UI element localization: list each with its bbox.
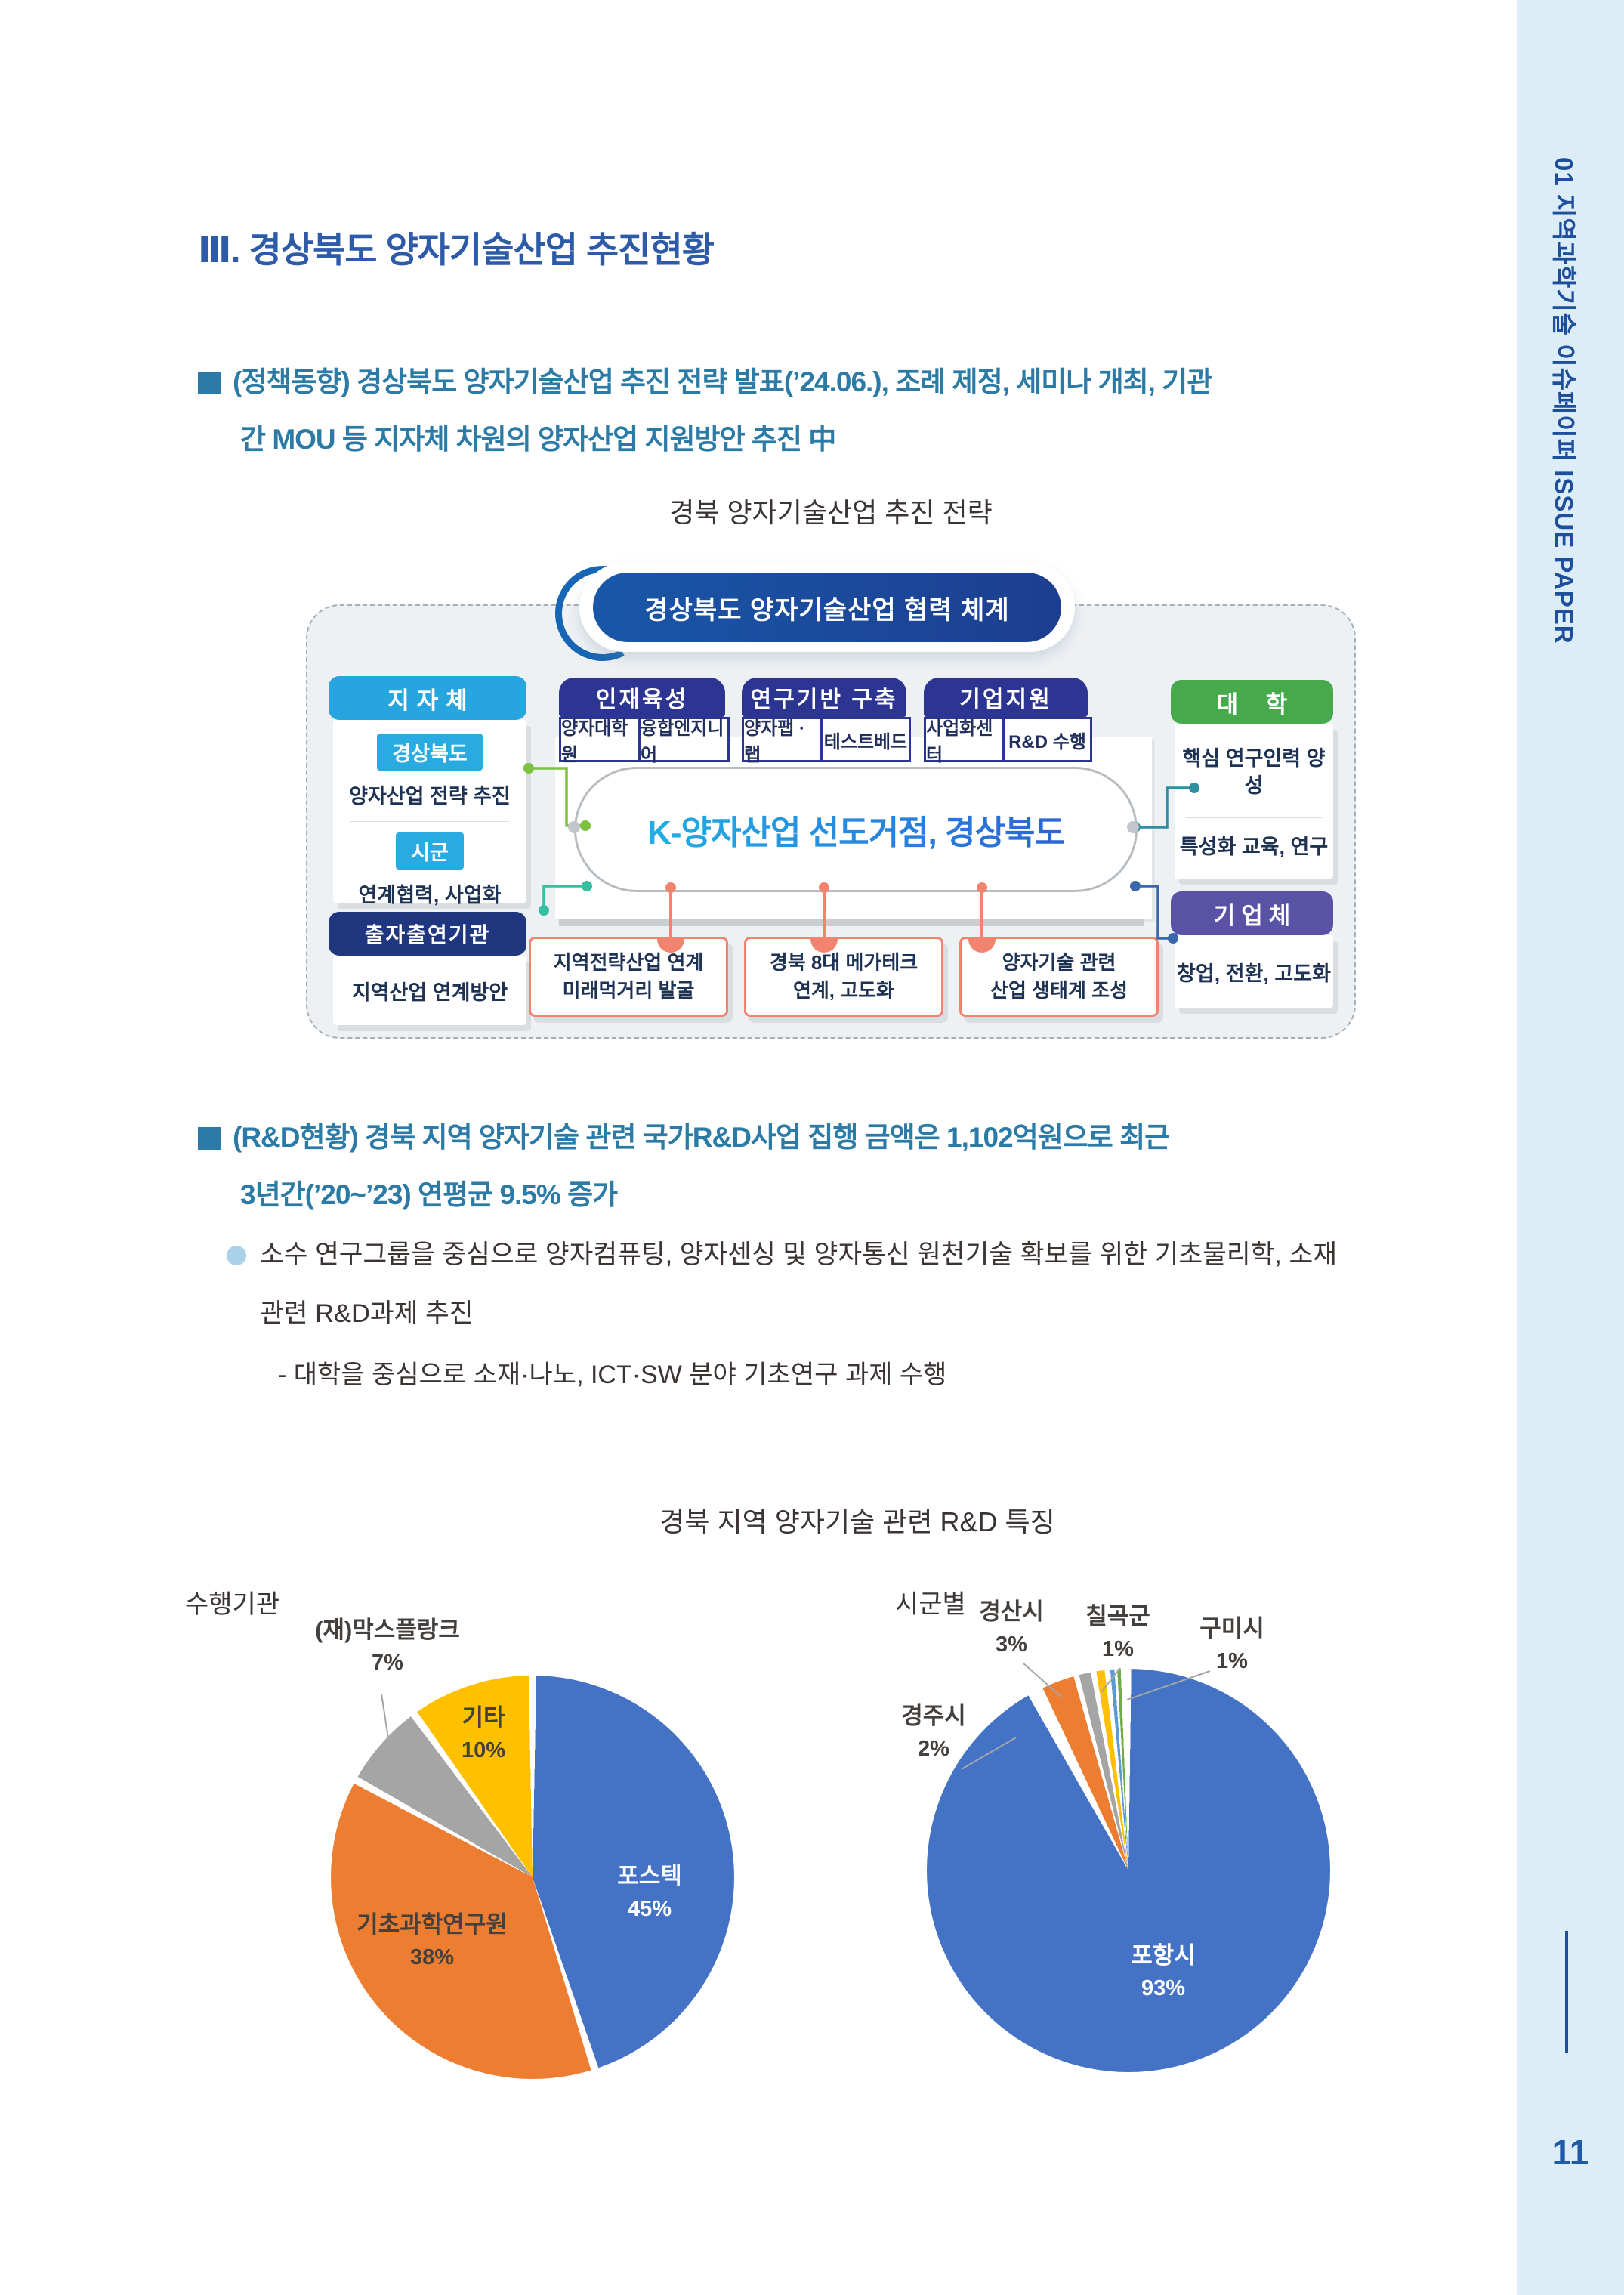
sub-bullet-text: 소수 연구그룹을 중심으로 양자컴퓨팅, 양자센싱 및 양자통신 원천기술 확보… xyxy=(260,1225,1337,1343)
page-number: 11 xyxy=(1551,2133,1589,2172)
pie-performers: (재)막스플랑크 7% 기타 10% 포스텍 45% 기초과학연구원 38% xyxy=(174,1586,778,2115)
bullet-square-icon xyxy=(198,372,221,394)
pie-label-pohang: 포항시 93% xyxy=(1131,1942,1196,2000)
sidebar-divider-line xyxy=(1565,1931,1568,2053)
local-gov-header: 지자체 xyxy=(329,676,526,720)
pie-label-gyeongju: 경주시 2% xyxy=(901,1703,966,1761)
figure1-caption: 경북 양자기술산업 추진 전략 xyxy=(669,497,993,528)
pillar-research-item2: 테스트베드 xyxy=(820,717,911,762)
sub-bullet: 소수 연구그룹을 중심으로 양자컴퓨팅, 양자센싱 및 양자통신 원천기술 확보… xyxy=(227,1225,1337,1343)
diagram-banner: 경상북도 양자기술산업 협력 체계 xyxy=(593,573,1061,642)
pie-label-chilgok: 칠곡군 1% xyxy=(1085,1603,1150,1661)
sub-bullet-line2: 관련 R&D과제 추진 xyxy=(260,1299,474,1328)
chip-gyeongbuk: 경상북도 xyxy=(377,734,483,771)
pillar-talent-item2: 융합엔지니어 xyxy=(638,717,730,765)
pie-label-gyeongsan: 경산시 3% xyxy=(979,1598,1044,1657)
bullet-rnd-line1: (R&D현황) 경북 지역 양자기술 관련 국가R&D사업 집행 금액은 1,1… xyxy=(233,1122,1170,1153)
pillar-company-header: 기업지원 xyxy=(924,678,1088,717)
bottom-box-2-line2: 연계, 고도화 xyxy=(792,979,895,1002)
pie-label-etc: 기타 10% xyxy=(461,1704,506,1762)
bullet-policy-text: (정책동향) 경상북도 양자기술산업 추진 전략 발표(’24.06.), 조례… xyxy=(233,354,1212,468)
pillar-talent-item1: 양자대학원 xyxy=(559,717,645,765)
pie-label-maxplanck: (재)막스플랑크 7% xyxy=(315,1617,460,1675)
pillar-company-item1: 사업화센터 xyxy=(924,717,1009,765)
bottom-box-3-line1: 양자기술 관련 xyxy=(1002,951,1116,974)
local-gov-desc2: 연계협력, 사업화 xyxy=(358,884,502,907)
company-header: 기업체 xyxy=(1171,891,1333,935)
bottom-box-2-line1: 경북 8대 메가테크 xyxy=(769,951,919,974)
pie1-group-label: 수행기관 xyxy=(185,1590,280,1619)
strategy-diagram: 경상북도 양자기술산업 협력 체계 지자체 경상북도 양자산업 전략 추진 시군… xyxy=(306,553,1356,1039)
bottom-box-2: 경북 8대 메가테크 연계, 고도화 xyxy=(744,937,943,1017)
figure2-caption: 경북 지역 양자기술 관련 R&D 특징 xyxy=(659,1506,1055,1537)
pie-performers-chart xyxy=(331,1676,734,2079)
bullet-policy-line2: 간 MOU 등 지자체 차원의 양자산업 지원방안 추진 中 xyxy=(240,424,836,455)
bottom-box-1-line2: 미래먹거리 발굴 xyxy=(562,979,695,1002)
bullet-rnd-text: (R&D현황) 경북 지역 양자기술 관련 국가R&D사업 집행 금액은 1,1… xyxy=(233,1109,1170,1224)
bottom-box-3-line2: 산업 생태계 조성 xyxy=(990,979,1128,1002)
university-item2: 특성화 교육, 연구 xyxy=(1179,836,1329,858)
pie-regions-chart xyxy=(927,1669,1330,2072)
bottom-box-1: 지역전략산업 연계 미래먹거리 발굴 xyxy=(529,937,728,1017)
bottom-box-1-line1: 지역전략산업 연계 xyxy=(553,951,704,974)
center-oval: K-양자산업 선도거점, 경상북도 xyxy=(574,767,1138,892)
pie-label-ibs: 기초과학연구원 38% xyxy=(357,1911,508,1969)
panel-divider xyxy=(350,821,509,822)
pillar-research-item1: 양자팹 · 랩 xyxy=(742,717,827,765)
section-title: Ⅲ. 경상북도 양자기술산업 추진현황 xyxy=(198,230,715,270)
bullet-rnd-line2: 3년간(’20~’23) 연평균 9.5% 증가 xyxy=(240,1179,618,1210)
funded-org-desc: 지역산업 연계방안 xyxy=(333,956,526,1025)
funded-org-header: 출자출연기관 xyxy=(329,912,526,956)
pie-label-postech: 포스텍 45% xyxy=(617,1863,682,1921)
sub-bullet-line1: 소수 연구그룹을 중심으로 양자컴퓨팅, 양자센싱 및 양자통신 원천기술 확보… xyxy=(260,1240,1337,1269)
chip-sigun: 시군 xyxy=(396,832,464,870)
company-item: 창업, 전환, 고도화 xyxy=(1175,935,1333,1008)
sidebar-strip xyxy=(1517,0,1624,2295)
university-panel: 핵심 연구인력 양성 특성화 교육, 연구 xyxy=(1175,724,1333,879)
pie-label-gumi: 구미시 1% xyxy=(1199,1615,1264,1673)
bullet-policy: (정책동향) 경상북도 양자기술산업 추진 전략 발표(’24.06.), 조례… xyxy=(198,354,1212,468)
bullet-policy-line1: (정책동향) 경상북도 양자기술산업 추진 전략 발표(’24.06.), 조례… xyxy=(233,366,1212,397)
bullet-square-icon xyxy=(198,1127,221,1150)
bullet-rnd: (R&D현황) 경북 지역 양자기술 관련 국가R&D사업 집행 금액은 1,1… xyxy=(198,1109,1170,1224)
bottom-box-3: 양자기술 관련 산업 생태계 조성 xyxy=(959,937,1159,1017)
pie2-group-label: 시군별 xyxy=(895,1590,966,1619)
pillar-company-item2: R&D 수행 xyxy=(1002,717,1092,762)
university-item1: 핵심 연구인력 양성 xyxy=(1182,747,1326,797)
pillar-talent-header: 인재육성 xyxy=(559,678,725,717)
local-gov-panel: 경상북도 양자산업 전략 추진 시군 연계협력, 사업화 xyxy=(333,720,526,907)
dash-note: - 대학을 중심으로 소재·나노, ICT·SW 분야 기초연구 과제 수행 xyxy=(278,1361,947,1389)
local-gov-desc1: 양자산업 전략 추진 xyxy=(349,785,511,808)
center-panel-shadow-bar xyxy=(559,919,1144,926)
panel-divider xyxy=(1185,817,1323,818)
pie-regions: 경산시 3% 칠곡군 1% 구미시 1% 경주시 2% 포항시 93% xyxy=(861,1586,1465,2115)
pillar-research-header: 연구기반 구축 xyxy=(742,678,906,717)
university-header: 대 학 xyxy=(1171,680,1333,724)
center-slogan: K-양자산업 선도거점, 경상북도 xyxy=(647,805,1065,854)
sidebar-vertical-text: 01 지역과학기술 이슈페이퍼 ISSUE PAPER xyxy=(1550,157,1578,644)
bullet-circle-icon xyxy=(227,1246,246,1265)
